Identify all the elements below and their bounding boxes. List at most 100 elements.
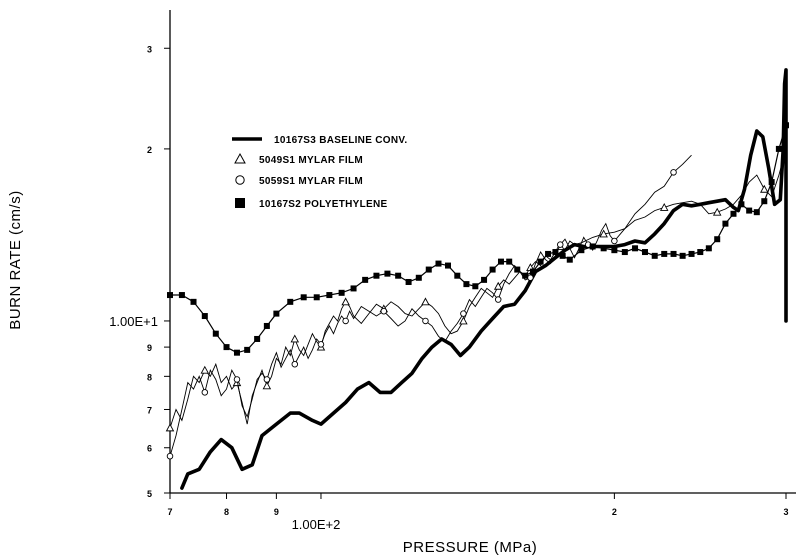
data-point: [679, 252, 686, 259]
y-tick-label: 9: [147, 343, 152, 353]
legend-item: 5049S1 MYLAR FILM: [234, 152, 363, 166]
data-point: [545, 250, 552, 257]
data-point: [527, 274, 534, 282]
data-point: [223, 344, 230, 351]
series-2: [165, 148, 787, 432]
data-point: [290, 334, 300, 343]
legend-swatch: [234, 152, 246, 164]
legend-item: 10167S3 BASELINE CONV.: [232, 135, 408, 146]
data-point: [313, 294, 320, 301]
data-point: [722, 220, 729, 227]
data-point: [738, 201, 745, 208]
data-point: [454, 272, 461, 279]
data-point: [405, 278, 412, 285]
data-point: [463, 281, 470, 288]
data-point: [557, 241, 564, 248]
y-tick-label: 5: [147, 489, 152, 499]
data-point: [705, 245, 712, 252]
data-point: [395, 272, 402, 279]
series-layer: [165, 68, 789, 490]
data-point: [651, 252, 658, 259]
data-point: [599, 229, 608, 238]
legend-label: 5059S1 MYLAR FILM: [259, 176, 363, 187]
legend-swatch: [235, 175, 245, 185]
data-point: [421, 297, 430, 306]
data-point: [589, 243, 596, 250]
data-point: [287, 298, 294, 305]
data-point: [730, 210, 737, 217]
data-point: [338, 289, 345, 296]
data-point: [384, 270, 391, 277]
data-point: [712, 207, 722, 216]
data-point: [493, 281, 503, 290]
data-point: [425, 266, 432, 273]
data-point: [262, 381, 272, 390]
data-point: [459, 316, 468, 325]
legend-item: 10167S2 POLYETHYLENE: [235, 198, 387, 210]
data-point: [200, 365, 210, 374]
data-point: [497, 258, 504, 265]
axes: 5 6 7 8 9 1.00E+1 2 3 7 8 9 1.00E+2 2 3: [109, 10, 796, 532]
data-point: [263, 376, 271, 383]
data-point: [659, 202, 669, 211]
data-point: [481, 276, 488, 283]
data-point: [254, 335, 261, 342]
data-point: [489, 266, 496, 273]
data-point: [445, 262, 452, 269]
data-point: [641, 249, 648, 256]
x-tick-label: 1.00E+2: [292, 517, 341, 532]
data-point: [514, 266, 521, 273]
data-point: [537, 258, 544, 265]
data-point: [578, 247, 585, 254]
data-point: [746, 207, 753, 214]
data-point: [362, 276, 369, 283]
data-point: [760, 184, 769, 193]
data-point: [380, 307, 388, 315]
data-point: [621, 249, 628, 256]
x-tick-label: 3: [783, 507, 788, 517]
x-tick-label: 7: [167, 507, 172, 517]
y-tick-label: 8: [147, 372, 152, 382]
data-point: [670, 169, 677, 176]
data-point: [566, 256, 573, 263]
data-point: [472, 283, 479, 290]
data-point: [552, 249, 559, 256]
series-line: [169, 154, 692, 457]
legend-swatch: [235, 198, 245, 208]
data-point: [529, 268, 536, 275]
data-point: [373, 272, 380, 279]
legend-label: 10167S3 BASELINE CONV.: [274, 135, 408, 146]
data-point: [768, 179, 775, 186]
data-point: [212, 330, 219, 337]
y-axis-title: BURN RATE (cm/s): [7, 190, 24, 329]
data-point: [244, 346, 251, 353]
data-point: [522, 272, 529, 279]
data-point: [460, 310, 467, 317]
data-point: [166, 452, 174, 460]
y-tick-label: 6: [147, 444, 152, 454]
data-point: [661, 250, 668, 257]
data-point: [714, 236, 721, 243]
data-point: [761, 198, 768, 205]
data-point: [233, 349, 240, 356]
data-point: [632, 245, 639, 252]
data-point: [753, 209, 760, 216]
data-point: [494, 296, 502, 303]
y-tick-label: 1.00E+1: [109, 314, 158, 329]
data-point: [165, 423, 175, 432]
data-point: [611, 247, 618, 254]
data-point: [201, 313, 208, 320]
data-point: [783, 122, 789, 129]
data-point: [435, 260, 442, 267]
legend-item: 5059S1 MYLAR FILM: [235, 175, 363, 187]
x-tick-label: 8: [224, 507, 229, 517]
data-point: [341, 297, 350, 306]
data-point: [611, 237, 618, 245]
y-tick-label: 3: [147, 44, 152, 54]
data-point: [291, 360, 299, 368]
data-point: [317, 341, 325, 348]
data-point: [342, 317, 349, 325]
data-point: [167, 292, 173, 299]
data-point: [201, 389, 209, 396]
